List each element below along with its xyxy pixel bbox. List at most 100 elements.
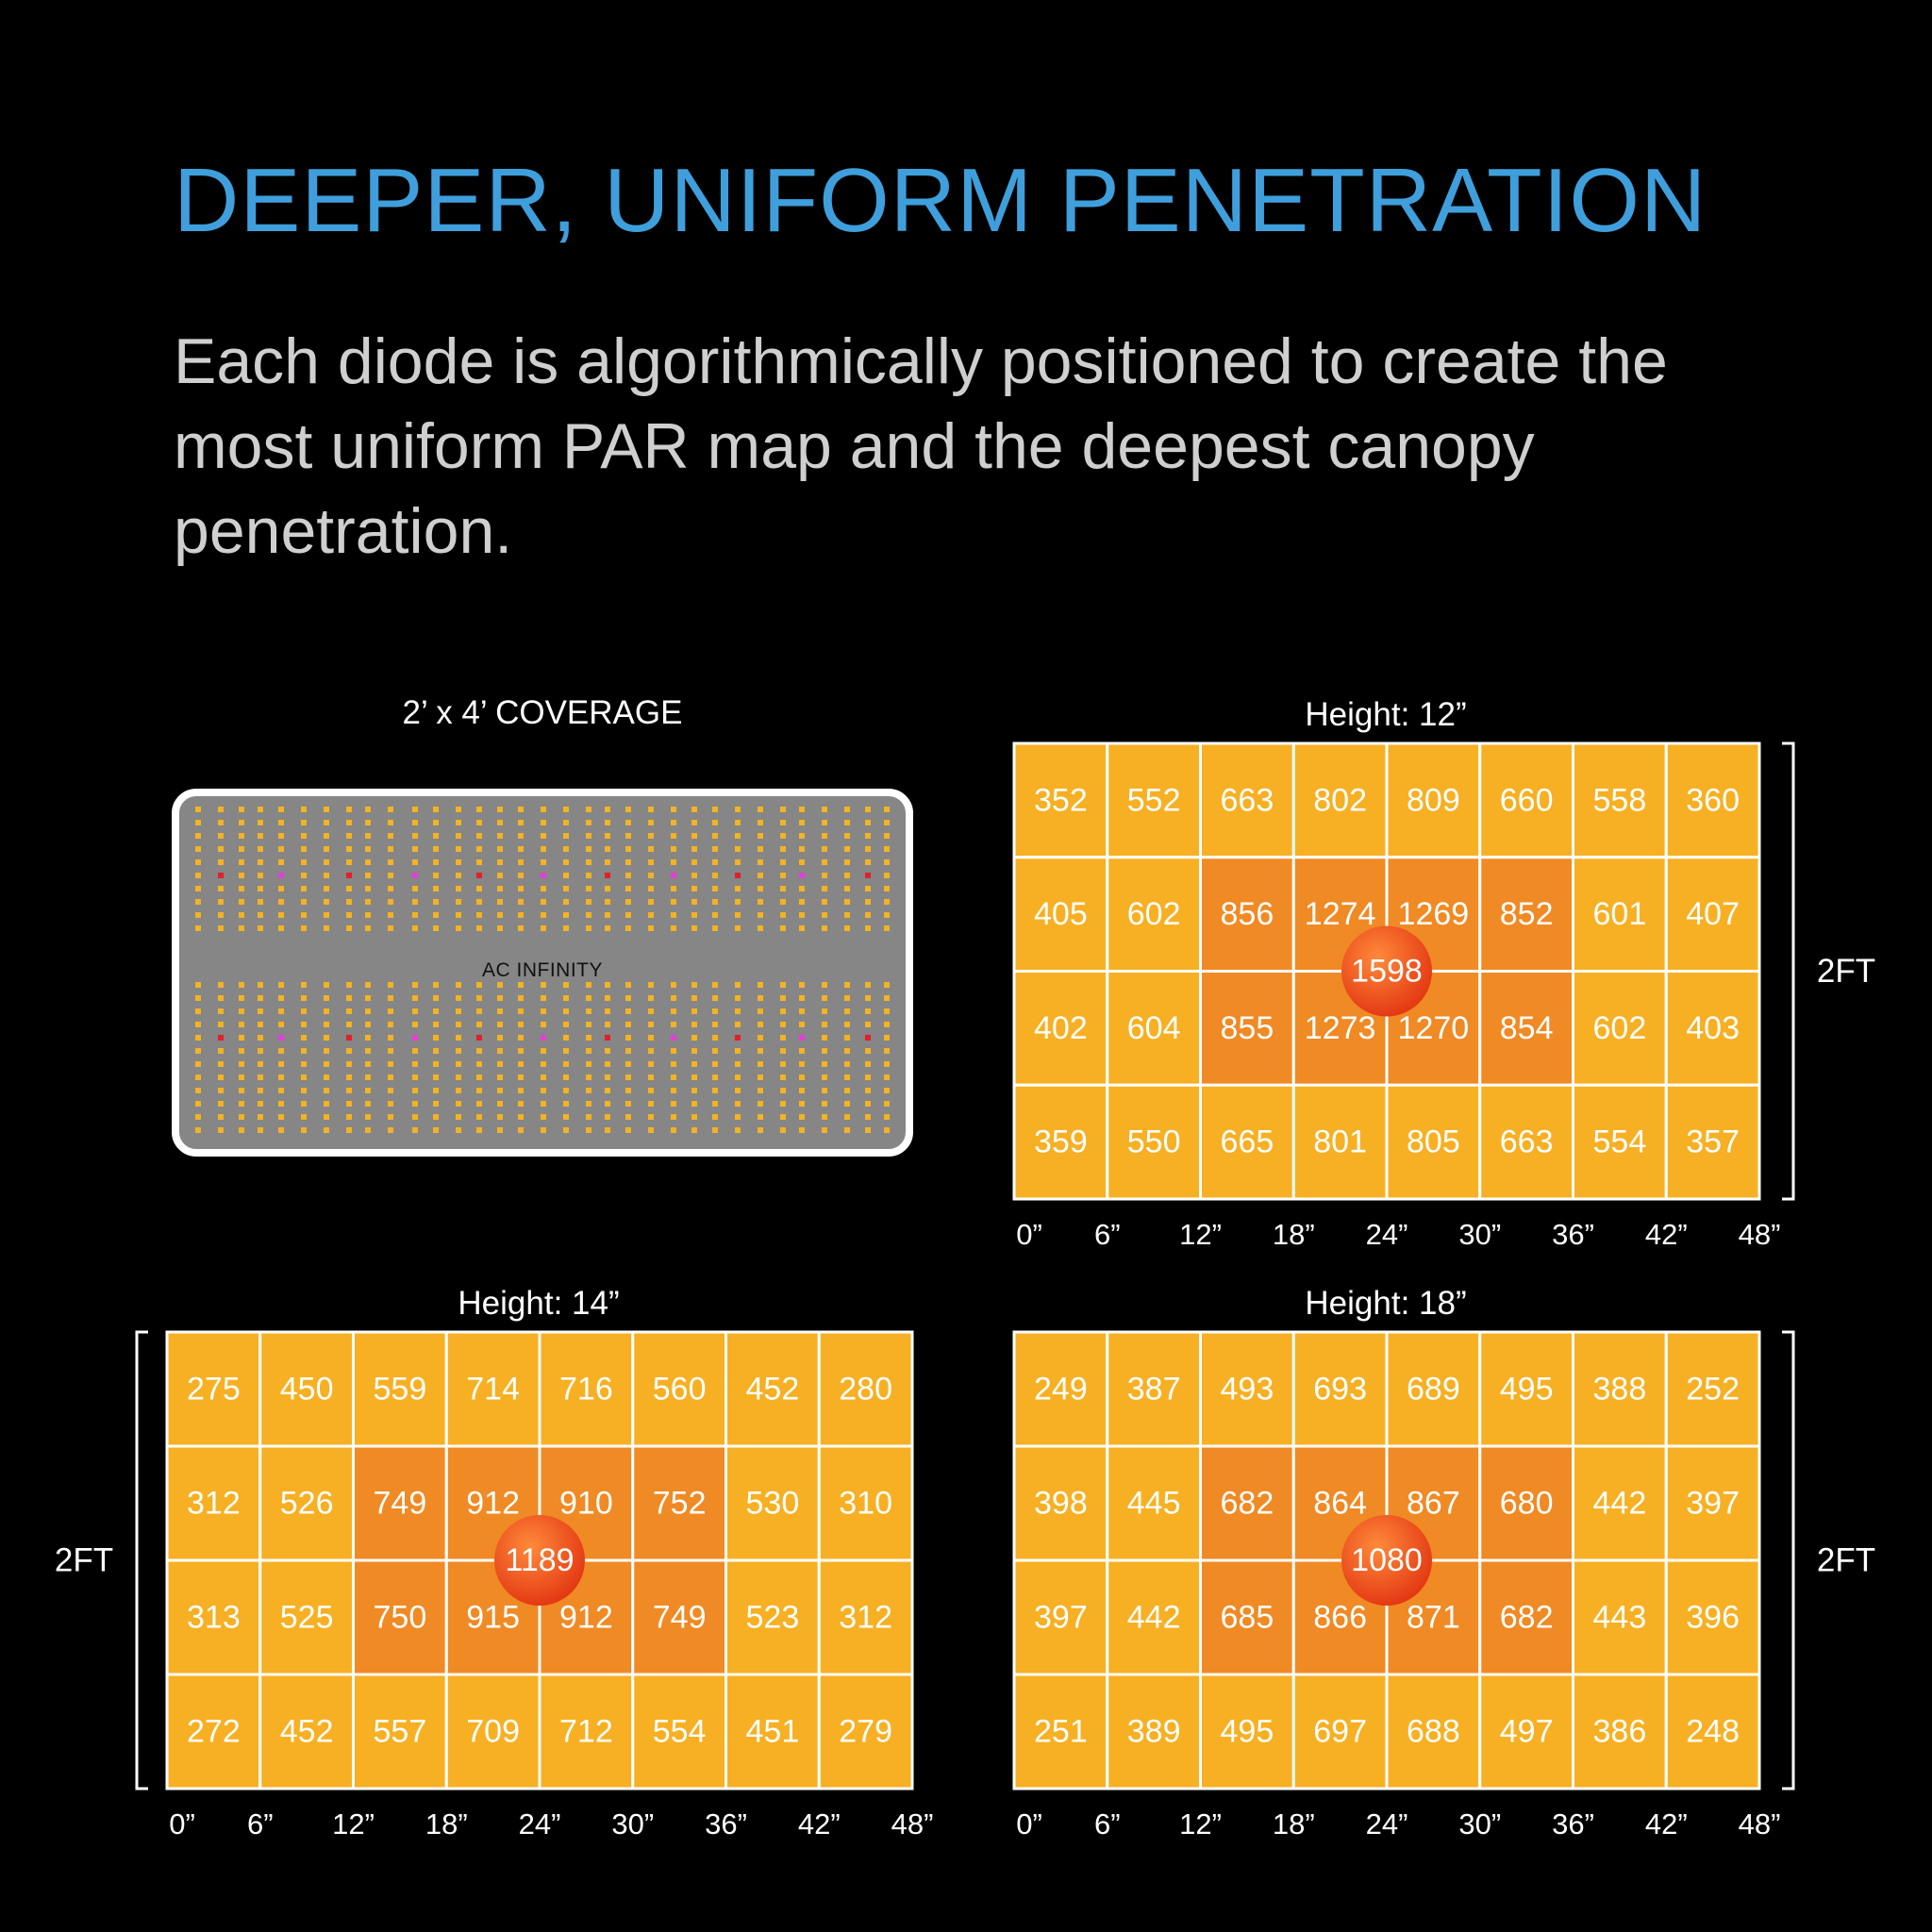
heatmap-cell: [1664, 741, 1761, 859]
led-diode: [563, 1074, 569, 1080]
led-diode: [671, 1022, 676, 1027]
led-diode: [563, 833, 569, 839]
cell-value: 523: [746, 1600, 800, 1636]
led-diode: [822, 807, 827, 812]
heatmap-cell: [1478, 970, 1574, 1087]
peak-marker: [494, 1515, 585, 1606]
led-diode: [780, 899, 786, 905]
led-diode: [278, 820, 284, 825]
led-diode: [865, 899, 871, 905]
heatmap-cell: [1572, 1444, 1668, 1562]
led-diode: [433, 820, 439, 825]
led-diode: [301, 1008, 307, 1014]
led-diode: [586, 1048, 591, 1054]
led-diode: [388, 1008, 393, 1014]
led-diode: [476, 1008, 482, 1014]
led-diode: [518, 820, 524, 825]
led-diode: [799, 899, 805, 905]
cell-value: 602: [1593, 1010, 1647, 1046]
led-diode: [456, 1035, 461, 1041]
x-tick-label: 18”: [1273, 1218, 1315, 1251]
led-diode: [541, 899, 546, 905]
led-diode: [648, 1127, 654, 1133]
led-diode: [605, 995, 610, 1001]
led-diode: [346, 886, 352, 891]
cell-value: 716: [559, 1372, 613, 1407]
led-diode: [412, 1035, 418, 1041]
heatmap-cell: [1572, 741, 1668, 859]
led-diode: [518, 925, 524, 931]
led-diode: [365, 1008, 371, 1014]
led-diode: [758, 820, 763, 825]
led-diode: [258, 1022, 263, 1027]
led-diode: [476, 886, 482, 891]
x-tick-label: 30”: [611, 1807, 654, 1840]
led-diode: [671, 1035, 676, 1041]
led-diode: [412, 995, 418, 1001]
led-diode: [822, 873, 827, 878]
led-diode: [844, 995, 850, 1001]
heatmap-cell: [1012, 741, 1109, 859]
heatmap-cell: [1106, 856, 1202, 973]
cell-value: 602: [1127, 896, 1181, 932]
dimension-label: 2FT: [1817, 953, 1875, 990]
led-diode: [412, 873, 418, 878]
led-diode: [301, 886, 307, 891]
cell-value: 312: [187, 1486, 241, 1522]
led-diode: [476, 833, 482, 839]
led-diode: [497, 820, 503, 825]
led-diode: [195, 1035, 201, 1041]
led-diode: [691, 912, 697, 918]
led-diode: [456, 820, 461, 825]
led-diode: [586, 873, 591, 878]
led-diode: [563, 1048, 569, 1054]
led-diode: [844, 807, 850, 812]
led-diode: [195, 846, 201, 852]
led-diode: [648, 925, 654, 931]
led-diode: [476, 995, 482, 1001]
led-diode: [258, 807, 263, 812]
led-diode: [412, 1101, 418, 1107]
led-diode: [218, 925, 224, 931]
led-diode: [844, 846, 850, 852]
cell-value: 801: [1313, 1124, 1367, 1160]
led-diode: [586, 1088, 591, 1093]
led-diode: [258, 1074, 263, 1080]
led-diode: [412, 1022, 418, 1027]
led-diode: [799, 1061, 805, 1067]
led-diode: [388, 1061, 393, 1067]
led-diode: [691, 1061, 697, 1067]
led-diode: [365, 833, 371, 839]
led-diode: [497, 1127, 503, 1133]
led-diode: [518, 982, 524, 988]
cell-value: 871: [1407, 1600, 1460, 1636]
light-fixture: [172, 789, 913, 1157]
led-diode: [822, 833, 827, 839]
led-diode: [195, 859, 201, 865]
led-diode: [476, 1101, 482, 1107]
cell-value: 397: [1686, 1486, 1740, 1522]
x-tick-label: 0”: [1016, 1807, 1042, 1840]
led-diode: [605, 1061, 610, 1067]
led-diode: [346, 1114, 352, 1120]
led-diode: [388, 912, 393, 918]
led-diode: [671, 833, 676, 839]
led-diode: [625, 886, 631, 891]
led-diode: [758, 1008, 763, 1014]
cell-value: 714: [466, 1372, 520, 1407]
led-diode: [865, 1061, 871, 1067]
led-diode: [278, 1061, 284, 1067]
led-diode: [735, 873, 741, 878]
led-diode: [586, 1008, 591, 1014]
cell-value: 802: [1313, 782, 1367, 818]
led-diode: [541, 873, 546, 878]
led-diode: [625, 1061, 631, 1067]
led-diode: [497, 912, 503, 918]
led-diode: [239, 1008, 244, 1014]
led-diode: [541, 1035, 546, 1041]
led-diode: [844, 1088, 850, 1093]
led-diode: [648, 1008, 654, 1014]
led-diode: [456, 873, 461, 878]
led-diode: [671, 846, 676, 852]
led-diode: [712, 1048, 718, 1054]
